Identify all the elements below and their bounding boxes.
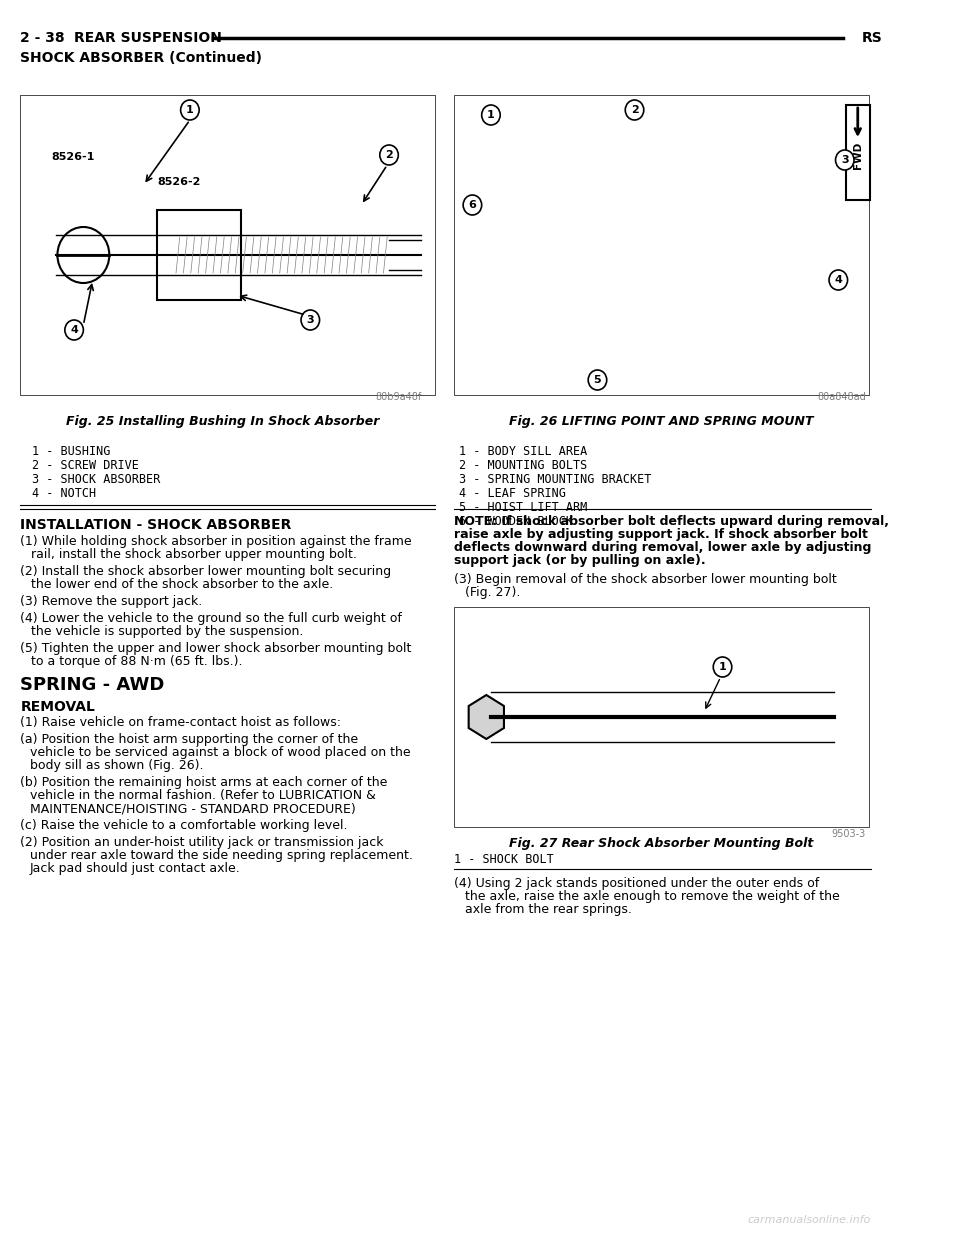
Text: the vehicle is supported by the suspension.: the vehicle is supported by the suspensi… <box>32 625 304 638</box>
Text: 80a848ad: 80a848ad <box>817 392 866 402</box>
Text: SPRING - AWD: SPRING - AWD <box>20 676 165 694</box>
Text: vehicle in the normal fashion. (Refer to LUBRICATION &: vehicle in the normal fashion. (Refer to… <box>30 789 375 802</box>
Text: rail, install the shock absorber upper mounting bolt.: rail, install the shock absorber upper m… <box>32 548 357 561</box>
Text: Fig. 26 LIFTING POINT AND SPRING MOUNT: Fig. 26 LIFTING POINT AND SPRING MOUNT <box>509 415 814 428</box>
Text: 2 - SCREW DRIVE: 2 - SCREW DRIVE <box>33 460 139 472</box>
Text: 9503-3: 9503-3 <box>832 828 866 840</box>
Circle shape <box>588 370 607 390</box>
Text: 8526-2: 8526-2 <box>157 178 201 188</box>
Text: (4) Lower the vehicle to the ground so the full curb weight of: (4) Lower the vehicle to the ground so t… <box>20 612 402 625</box>
Text: (1) While holding shock absorber in position against the frame: (1) While holding shock absorber in posi… <box>20 535 412 548</box>
Text: FWD: FWD <box>852 142 863 169</box>
Circle shape <box>380 145 398 165</box>
Text: 6: 6 <box>468 200 476 210</box>
Text: 6 - WOODEN BLOCK: 6 - WOODEN BLOCK <box>459 515 572 528</box>
Text: to a torque of 88 N·m (65 ft. lbs.).: to a torque of 88 N·m (65 ft. lbs.). <box>32 655 243 668</box>
FancyBboxPatch shape <box>454 94 869 395</box>
Text: the lower end of the shock absorber to the axle.: the lower end of the shock absorber to t… <box>32 578 334 591</box>
Text: 3 - SHOCK ABSORBER: 3 - SHOCK ABSORBER <box>33 473 160 486</box>
Circle shape <box>65 320 84 340</box>
Text: 2 - 38: 2 - 38 <box>20 31 65 45</box>
Text: (a) Position the hoist arm supporting the corner of the: (a) Position the hoist arm supporting th… <box>20 733 358 746</box>
Text: 5: 5 <box>593 375 601 385</box>
Text: (Fig. 27).: (Fig. 27). <box>465 586 520 599</box>
Text: Fig. 27 Rear Shock Absorber Mounting Bolt: Fig. 27 Rear Shock Absorber Mounting Bol… <box>509 837 813 850</box>
Circle shape <box>713 657 732 677</box>
Circle shape <box>482 106 500 125</box>
Text: NOTE: If shock absorber bolt deflects upward during removal,: NOTE: If shock absorber bolt deflects up… <box>454 515 889 528</box>
Text: axle from the rear springs.: axle from the rear springs. <box>465 903 632 917</box>
FancyBboxPatch shape <box>20 94 436 395</box>
Text: RS: RS <box>861 31 882 45</box>
Text: REMOVAL: REMOVAL <box>20 700 95 714</box>
Text: (1) Raise vehicle on frame-contact hoist as follows:: (1) Raise vehicle on frame-contact hoist… <box>20 715 342 729</box>
Bar <box>157 210 241 301</box>
Text: (2) Install the shock absorber lower mounting bolt securing: (2) Install the shock absorber lower mou… <box>20 565 392 578</box>
Text: support jack (or by pulling on axle).: support jack (or by pulling on axle). <box>454 554 706 568</box>
Circle shape <box>829 270 848 289</box>
Text: 4: 4 <box>70 325 78 335</box>
Text: (3) Begin removal of the shock absorber lower mounting bolt: (3) Begin removal of the shock absorber … <box>454 573 836 586</box>
Text: 3: 3 <box>306 315 314 325</box>
Text: 3 - SPRING MOUNTING BRACKET: 3 - SPRING MOUNTING BRACKET <box>459 473 651 486</box>
Text: 2: 2 <box>385 150 393 160</box>
Text: 1: 1 <box>719 662 727 672</box>
FancyBboxPatch shape <box>454 607 869 827</box>
Text: 4 - NOTCH: 4 - NOTCH <box>33 487 97 501</box>
Text: (b) Position the remaining hoist arms at each corner of the: (b) Position the remaining hoist arms at… <box>20 776 388 789</box>
Text: (4) Using 2 jack stands positioned under the outer ends of: (4) Using 2 jack stands positioned under… <box>454 877 819 891</box>
Text: 2: 2 <box>631 106 638 116</box>
Text: deflects downward during removal, lower axle by adjusting: deflects downward during removal, lower … <box>454 542 872 554</box>
Text: under rear axle toward the side needing spring replacement.: under rear axle toward the side needing … <box>30 850 413 862</box>
Text: (3) Remove the support jack.: (3) Remove the support jack. <box>20 595 203 609</box>
Text: 4: 4 <box>834 274 842 284</box>
Text: 4 - LEAF SPRING: 4 - LEAF SPRING <box>459 487 565 501</box>
Text: the axle, raise the axle enough to remove the weight of the: the axle, raise the axle enough to remov… <box>465 891 840 903</box>
Text: 5 - HOIST LIFT ARM: 5 - HOIST LIFT ARM <box>459 501 587 514</box>
Text: 1 - SHOCK BOLT: 1 - SHOCK BOLT <box>454 853 554 866</box>
Text: (5) Tighten the upper and lower shock absorber mounting bolt: (5) Tighten the upper and lower shock ab… <box>20 642 412 655</box>
Text: raise axle by adjusting support jack. If shock absorber bolt: raise axle by adjusting support jack. If… <box>454 528 868 542</box>
Text: carmanualsonline.info: carmanualsonline.info <box>748 1215 871 1225</box>
Text: 1: 1 <box>186 106 194 116</box>
Text: 1: 1 <box>487 111 494 120</box>
Circle shape <box>180 101 199 120</box>
Text: Fig. 25 Installing Bushing In Shock Absorber: Fig. 25 Installing Bushing In Shock Abso… <box>65 415 379 428</box>
Text: 8526-1: 8526-1 <box>51 152 94 161</box>
Text: (c) Raise the vehicle to a comfortable working level.: (c) Raise the vehicle to a comfortable w… <box>20 818 348 832</box>
Circle shape <box>463 195 482 215</box>
Text: (2) Position an under-hoist utility jack or transmission jack: (2) Position an under-hoist utility jack… <box>20 836 384 850</box>
Text: 1 - BUSHING: 1 - BUSHING <box>33 445 110 458</box>
Circle shape <box>301 310 320 330</box>
Circle shape <box>835 150 854 170</box>
Text: 3: 3 <box>841 155 849 165</box>
Text: REAR SUSPENSION: REAR SUSPENSION <box>74 31 222 45</box>
Text: MAINTENANCE/HOISTING - STANDARD PROCEDURE): MAINTENANCE/HOISTING - STANDARD PROCEDUR… <box>30 802 355 815</box>
Text: body sill as shown (Fig. 26).: body sill as shown (Fig. 26). <box>30 759 204 773</box>
Bar <box>846 106 870 200</box>
Circle shape <box>625 101 644 120</box>
Text: INSTALLATION - SHOCK ABSORBER: INSTALLATION - SHOCK ABSORBER <box>20 518 292 532</box>
Text: 80b9a48f: 80b9a48f <box>375 392 421 402</box>
Text: Jack pad should just contact axle.: Jack pad should just contact axle. <box>30 862 240 876</box>
Text: 1 - BODY SILL AREA: 1 - BODY SILL AREA <box>459 445 587 458</box>
Text: SHOCK ABSORBER (Continued): SHOCK ABSORBER (Continued) <box>20 51 262 65</box>
Text: vehicle to be serviced against a block of wood placed on the: vehicle to be serviced against a block o… <box>30 746 410 759</box>
Text: 2 - MOUNTING BOLTS: 2 - MOUNTING BOLTS <box>459 460 587 472</box>
